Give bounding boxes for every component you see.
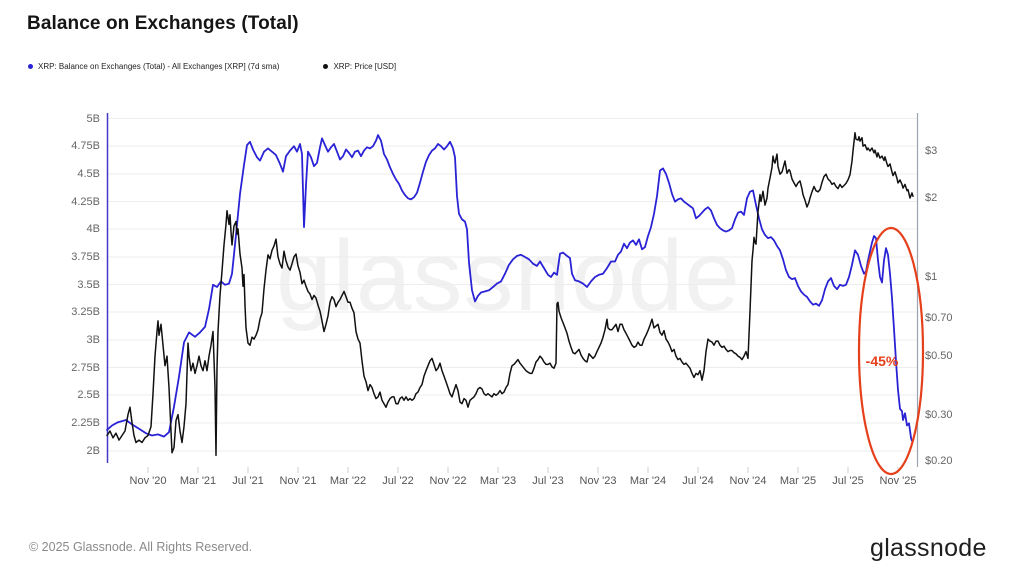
- page-title: Balance on Exchanges (Total): [27, 13, 299, 34]
- y-left-labels-item: 4.75B: [71, 140, 100, 152]
- x-labels-item: Jul '22: [382, 475, 414, 487]
- y-right-labels-item: $2: [925, 192, 938, 204]
- y-left-labels-item: 3.75B: [71, 251, 100, 263]
- legend-label-balance: XRP: Balance on Exchanges (Total) - All …: [38, 62, 280, 71]
- y-right-labels-item: $0.50: [925, 350, 953, 362]
- y-right-labels-item: $0.70: [925, 312, 953, 324]
- y-left-labels-item: 2.5B: [77, 389, 100, 401]
- glassnode-watermark: glassnode: [276, 220, 741, 332]
- balance-line-series: [106, 134, 913, 442]
- y-left-labels-item: 4B: [86, 223, 100, 235]
- legend-item-price[interactable]: XRP: Price [USD]: [323, 62, 396, 71]
- balance-series-dot-icon: [28, 64, 33, 69]
- x-labels-item: Nov '20: [129, 475, 167, 487]
- y-left-labels-item: 3.5B: [77, 278, 100, 291]
- y-right-labels-item: $0.30: [925, 409, 953, 421]
- x-labels-item: Nov '23: [579, 475, 617, 487]
- y-left-labels-item: 2B: [86, 445, 100, 457]
- y-left-labels-item: 2.25B: [71, 417, 100, 429]
- x-labels-item: Mar '24: [629, 475, 667, 487]
- x-labels-item: Mar '25: [779, 475, 817, 487]
- x-labels-item: Jul '21: [232, 475, 264, 487]
- x-labels-item: Jul '25: [832, 475, 864, 487]
- price-series-dot-icon: [323, 64, 329, 69]
- legend-label-price: XRP: Price [USD]: [333, 62, 397, 71]
- x-labels-item: Jul '23: [532, 475, 564, 487]
- x-labels-item: Nov '22: [429, 475, 467, 487]
- x-labels-item: Mar '22: [329, 475, 367, 487]
- price-line-series: [106, 131, 914, 457]
- x-labels-item: Nov '24: [729, 475, 767, 487]
- legend: XRP: Balance on Exchanges (Total) - All …: [28, 62, 396, 71]
- y-left-labels-item: 4.25B: [71, 195, 100, 208]
- drawdown-annotation-label: -45%: [865, 353, 899, 369]
- y-left-labels-item: 2.75B: [71, 361, 100, 374]
- y-right-labels-item: $1: [925, 271, 938, 283]
- x-labels-item: Nov '25: [879, 475, 917, 487]
- y-right-labels-item: $3: [925, 145, 938, 157]
- y-left-labels-item: 3B: [86, 334, 100, 346]
- glassnode-logo: glassnode: [870, 534, 987, 562]
- x-labels-item: Nov '21: [279, 475, 317, 487]
- y-left-labels-item: 4.5B: [77, 168, 100, 180]
- footer-copyright: © 2025 Glassnode. All Rights Reserved.: [29, 540, 253, 554]
- y-left-labels-item: 3.25B: [71, 306, 100, 318]
- x-labels-item: Mar '21: [179, 475, 217, 487]
- x-labels-item: Jul '24: [682, 475, 714, 487]
- x-labels-item: Mar '23: [479, 475, 517, 487]
- y-left-labels-item: 5B: [86, 112, 100, 125]
- drawdown-annotation-ellipse: [857, 226, 925, 476]
- y-right-labels-item: $0.20: [925, 455, 953, 467]
- legend-item-balance[interactable]: XRP: Balance on Exchanges (Total) - All …: [28, 62, 279, 71]
